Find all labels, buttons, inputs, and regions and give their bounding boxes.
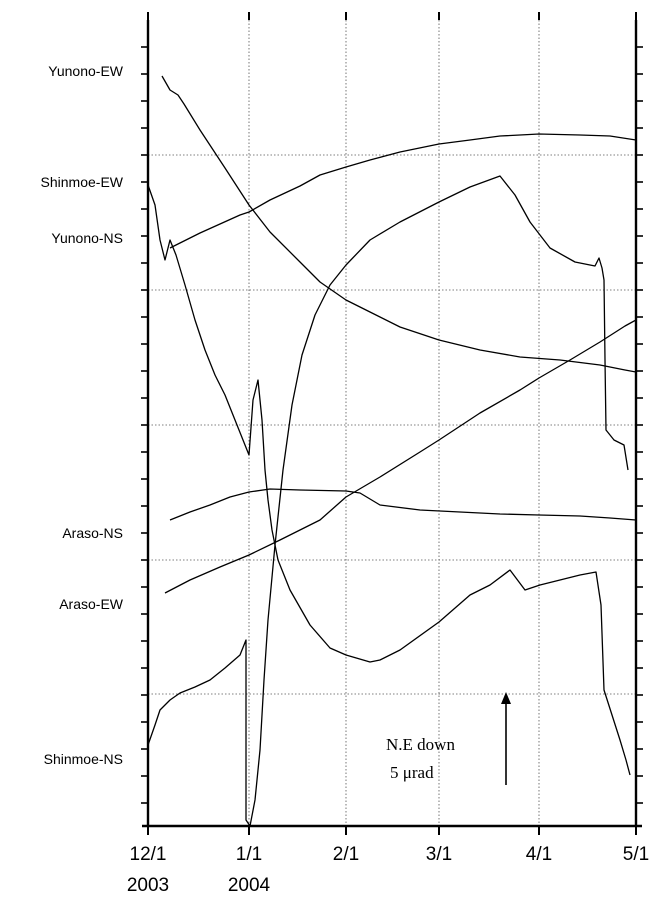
series-line-araso-ns <box>169 488 637 521</box>
x-tick-label: 1/1 <box>236 844 262 865</box>
series-label-shinmoe-ns: Shinmoe-NS <box>44 751 123 767</box>
x-tick-label: 5/1 <box>623 844 649 865</box>
series-line-yunono-ew <box>161 75 637 373</box>
year-label: 2004 <box>228 875 271 896</box>
series-line-yunono-ns <box>147 184 631 776</box>
x-tick-label: 3/1 <box>426 844 452 865</box>
series-line-shinmoe-ew <box>169 133 637 249</box>
x-ticks: 12/1 1/1 2/1 3/1 4/1 5/1 2003 2004 <box>127 12 649 896</box>
grid <box>148 20 636 826</box>
scale-bar-arrowhead <box>501 692 511 704</box>
scale-bar-label-line2: 5 μrad <box>390 763 434 782</box>
series-line-araso-ew <box>164 319 637 594</box>
series-labels: Yunono-EW Shinmoe-EW Yunono-NS Araso-NS Aras… <box>41 63 124 767</box>
x-tick-label: 12/1 <box>130 844 167 865</box>
scale-bar-label-line1: N.E down <box>386 735 455 754</box>
series-label-yunono-ew: Yunono-EW <box>48 63 123 79</box>
series-label-shinmoe-ew: Shinmoe-EW <box>41 174 124 190</box>
series-label-araso-ns: Araso-NS <box>62 525 123 541</box>
series-label-araso-ew: Araso-EW <box>59 596 124 612</box>
plot-frame <box>141 20 643 828</box>
year-label: 2003 <box>127 875 169 896</box>
traces <box>147 75 637 827</box>
series-line-shinmoe-ns <box>147 175 629 827</box>
x-tick-label: 4/1 <box>526 844 552 865</box>
scale-bar: N.E down 5 μrad <box>386 692 511 785</box>
series-label-yunono-ns: Yunono-NS <box>51 230 123 246</box>
x-tick-label: 2/1 <box>333 844 359 865</box>
